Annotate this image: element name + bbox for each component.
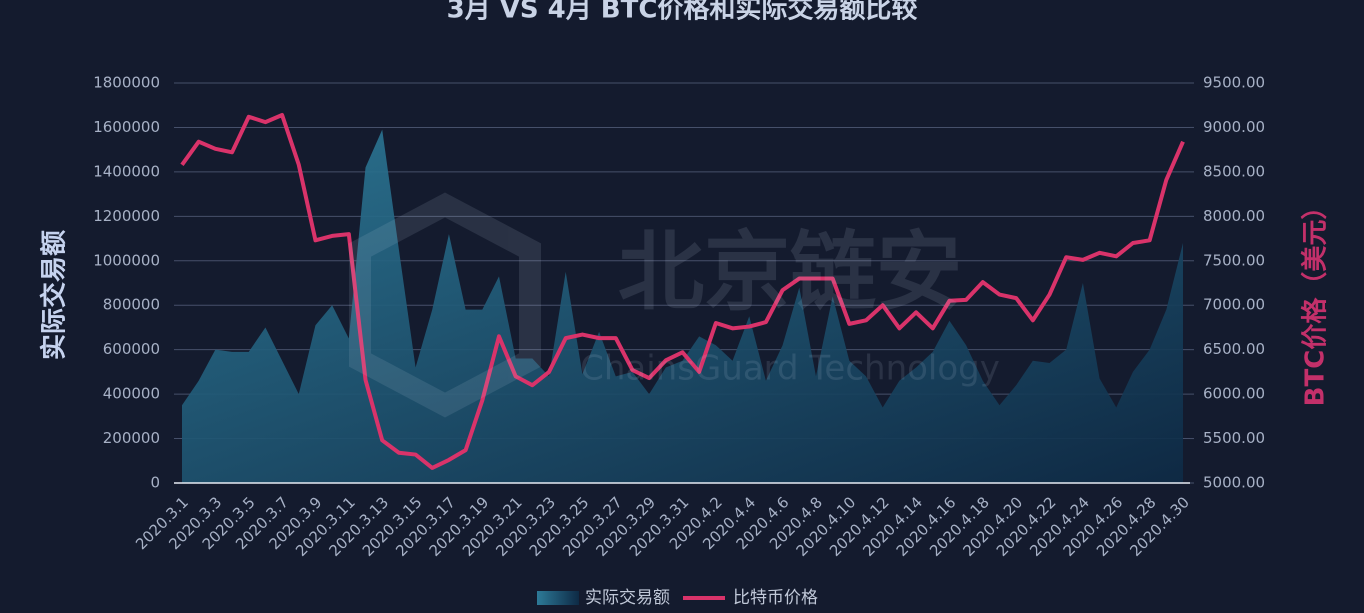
watermark-logo bbox=[349, 192, 541, 418]
chart-title: 3月 VS 4月 BTC价格和实际交易额比较 bbox=[447, 0, 918, 25]
y2-tick-label: 9500.00 bbox=[1203, 74, 1265, 92]
legend-swatch-area[interactable] bbox=[537, 591, 579, 605]
area bbox=[182, 129, 1183, 483]
y2-tick-label: 8000.00 bbox=[1203, 207, 1265, 225]
y2-tick-label: 6000.00 bbox=[1203, 385, 1265, 403]
y2-tick-label: 7000.00 bbox=[1203, 296, 1265, 314]
y2-tick-label: 6500.00 bbox=[1203, 340, 1265, 358]
legend-label[interactable]: 比特币价格 bbox=[733, 588, 818, 608]
y2-axis-label: BTC价格（美元） bbox=[1300, 194, 1331, 407]
y2-tick-label: 8500.00 bbox=[1203, 162, 1265, 180]
y2-tick-label: 9000.00 bbox=[1203, 118, 1265, 136]
y-tick-label: 1600000 bbox=[93, 118, 160, 136]
y-tick-label: 1400000 bbox=[93, 162, 160, 180]
y2-tick-label: 5500.00 bbox=[1203, 429, 1265, 447]
watermark-text: 北京链安 bbox=[618, 222, 962, 322]
y-tick-label: 200000 bbox=[103, 429, 160, 447]
legend-label[interactable]: 实际交易额 bbox=[585, 588, 670, 608]
y2-tick-label: 5000.00 bbox=[1203, 474, 1265, 492]
y-tick-label: 1200000 bbox=[93, 207, 160, 225]
y-axis-label: 实际交易额 bbox=[39, 230, 70, 360]
watermark-subtext: ChainsGuard Technology bbox=[580, 349, 1000, 389]
y-tick-label: 0 bbox=[150, 474, 160, 492]
y-tick-label: 1800000 bbox=[93, 74, 160, 92]
y-tick-label: 1000000 bbox=[93, 251, 160, 269]
watermark: 北京链安 ChainsGuard Technology bbox=[349, 192, 1000, 418]
line bbox=[180, 113, 1185, 470]
y-tick-label: 600000 bbox=[103, 340, 160, 358]
y2-tick-label: 7500.00 bbox=[1203, 251, 1265, 269]
y-tick-label: 400000 bbox=[103, 385, 160, 403]
y-tick-label: 800000 bbox=[103, 296, 160, 314]
